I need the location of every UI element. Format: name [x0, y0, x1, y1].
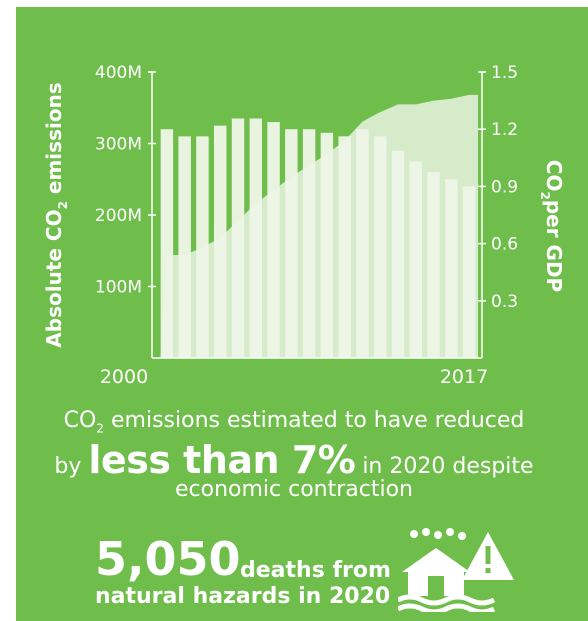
- y-tick-label: 300M: [95, 135, 142, 155]
- emission-bar: [338, 136, 351, 358]
- y2-tick-label: 1.5: [491, 63, 518, 83]
- co2-chart: 100M 200M 300M 400M 0.3 0.6 0.9 1.2 1.5 2000 201…: [42, 63, 566, 388]
- house-flood-icon: [398, 528, 514, 612]
- y2-axis-title: CO2per GDP: [538, 160, 566, 292]
- emission-bar: [178, 136, 191, 358]
- warning-icon: [462, 532, 514, 580]
- y2-tick-label: 0.6: [491, 235, 518, 255]
- emission-bar: [196, 136, 209, 358]
- emission-bar: [462, 186, 476, 358]
- emission-bar: [249, 118, 262, 358]
- emission-bar: [445, 179, 458, 358]
- emission-bar: [160, 129, 174, 358]
- headline-line-3: economic contraction: [174, 477, 413, 502]
- emission-bar: [267, 122, 280, 358]
- deaths-number: 5,050: [95, 532, 241, 586]
- emission-bar: [374, 136, 387, 358]
- emission-bar: [320, 132, 334, 358]
- x-label-start: 2000: [100, 366, 148, 388]
- emission-bar: [302, 129, 316, 358]
- emission-bar: [356, 129, 369, 358]
- headline-line-1: CO2 emissions estimated to have reduced: [63, 408, 525, 436]
- emission-bar: [427, 172, 440, 358]
- emission-bar: [231, 118, 245, 358]
- headline-line-2: by less than 7% in 2020 despite: [54, 438, 534, 482]
- deaths-text-a: deaths from: [240, 558, 391, 583]
- y-tick-label: 100M: [95, 278, 142, 298]
- emission-bar: [214, 125, 227, 358]
- y-tick-label: 200M: [95, 206, 142, 226]
- y-axis-title: Absolute CO2 emissions: [42, 82, 70, 347]
- headline-highlight: less than 7%: [88, 438, 356, 482]
- emission-bar: [391, 150, 405, 358]
- y-tick-label: 400M: [95, 63, 142, 83]
- emission-bar: [409, 161, 422, 358]
- y2-tick-label: 0.3: [491, 292, 518, 312]
- x-label-end: 2017: [440, 366, 488, 388]
- deaths-text-b: natural hazards in 2020: [95, 584, 391, 609]
- y2-tick-label: 1.2: [491, 120, 518, 140]
- emission-bar: [285, 129, 298, 358]
- y2-tick-label: 0.9: [491, 177, 518, 197]
